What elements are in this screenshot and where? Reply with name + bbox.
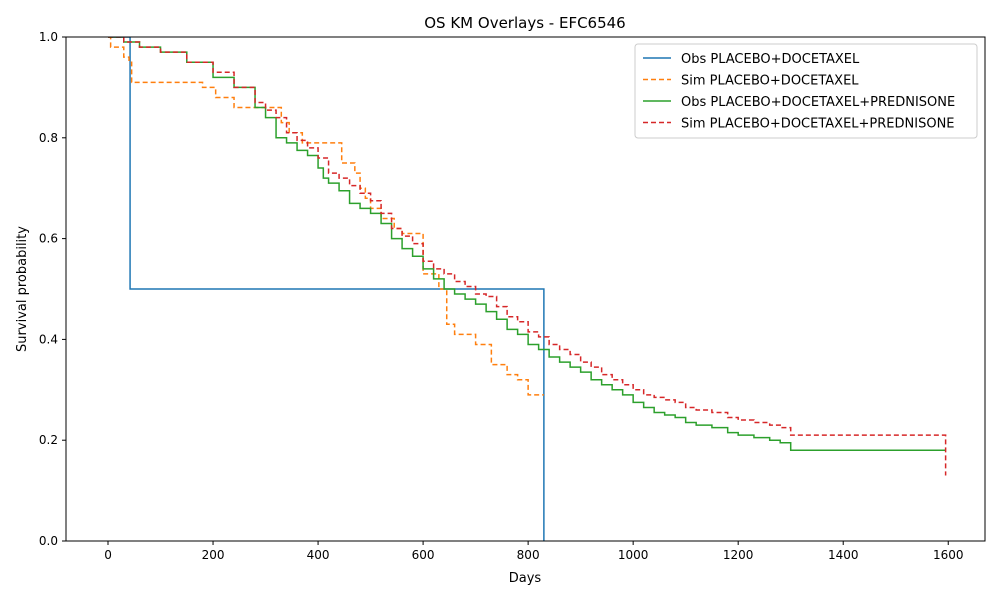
y-tick-label: 1.0 [39, 30, 58, 44]
series-line-1 [108, 37, 544, 396]
chart-title: OS KM Overlays - EFC6546 [424, 14, 625, 32]
x-tick-label: 800 [517, 548, 540, 562]
legend-entry-3: Sim PLACEBO+DOCETAXEL+PREDNISONE [681, 117, 955, 132]
x-tick-label: 200 [202, 548, 225, 562]
series-line-2 [108, 37, 946, 452]
y-tick-label: 0.4 [39, 332, 58, 346]
y-axis-label: Survival probability [15, 226, 30, 352]
x-tick-label: 0 [104, 548, 112, 562]
y-axis: 0.0 0.2 0.4 0.6 0.8 1.0 [39, 30, 66, 548]
x-tick-label: 1000 [618, 548, 649, 562]
y-tick-label: 0.2 [39, 433, 58, 447]
y-tick-label: 0.6 [39, 232, 58, 246]
x-axis: 0 200 400 600 800 1000 1200 1400 1600 [104, 541, 964, 562]
x-tick-label: 600 [412, 548, 435, 562]
x-tick-label: 1600 [933, 548, 964, 562]
legend-entry-1: Sim PLACEBO+DOCETAXEL [681, 74, 859, 89]
legend-entry-2: Obs PLACEBO+DOCETAXEL+PREDNISONE [681, 95, 955, 110]
series-line-0 [108, 37, 545, 541]
legend: Obs PLACEBO+DOCETAXEL Sim PLACEBO+DOCETAX… [634, 43, 978, 139]
x-tick-label: 1400 [828, 548, 859, 562]
y-tick-label: 0.0 [39, 534, 58, 548]
legend-box [634, 43, 978, 139]
plot-frame [65, 36, 986, 542]
legend-entry-0: Obs PLACEBO+DOCETAXEL [681, 52, 860, 67]
series-layer [108, 37, 947, 541]
x-axis-label: Days [509, 571, 542, 586]
x-tick-label: 400 [307, 548, 330, 562]
y-tick-label: 0.8 [39, 131, 58, 145]
series-line-3 [108, 37, 947, 476]
x-tick-label: 1200 [723, 548, 754, 562]
